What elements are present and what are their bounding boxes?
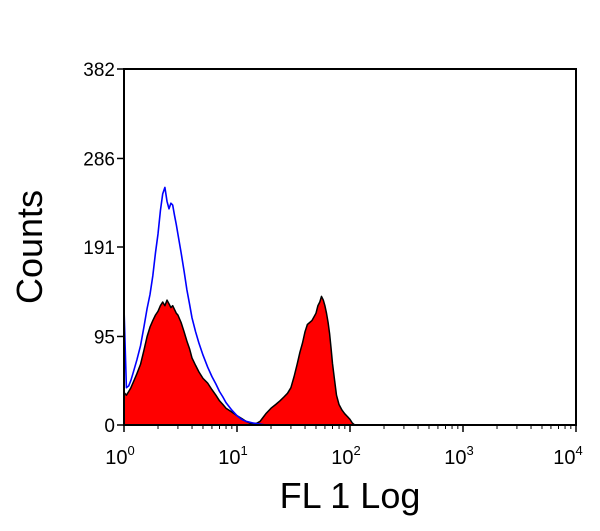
x-axis-label: FL 1 Log [280,475,421,516]
x-tick-label: 103 [444,443,473,469]
y-tick-label: 382 [83,60,115,81]
y-axis-label: Counts [9,190,50,304]
x-tick-label: 101 [218,443,247,469]
plot-marks [123,186,356,426]
y-tick-label: 191 [83,238,115,259]
x-tick-label: 102 [331,443,360,469]
y-tick-label: 0 [104,416,115,437]
overlay-histogram-line [123,186,271,426]
x-tick-label: 104 [553,443,582,469]
y-tick-label: 95 [94,327,115,348]
y-axis: 0 95 191 286 382 [83,60,124,437]
x-tick-label: 100 [105,443,134,469]
x-axis: 100 101 102 103 104 [105,425,583,469]
y-tick-label: 286 [83,149,115,170]
filled-histogram [123,295,356,426]
